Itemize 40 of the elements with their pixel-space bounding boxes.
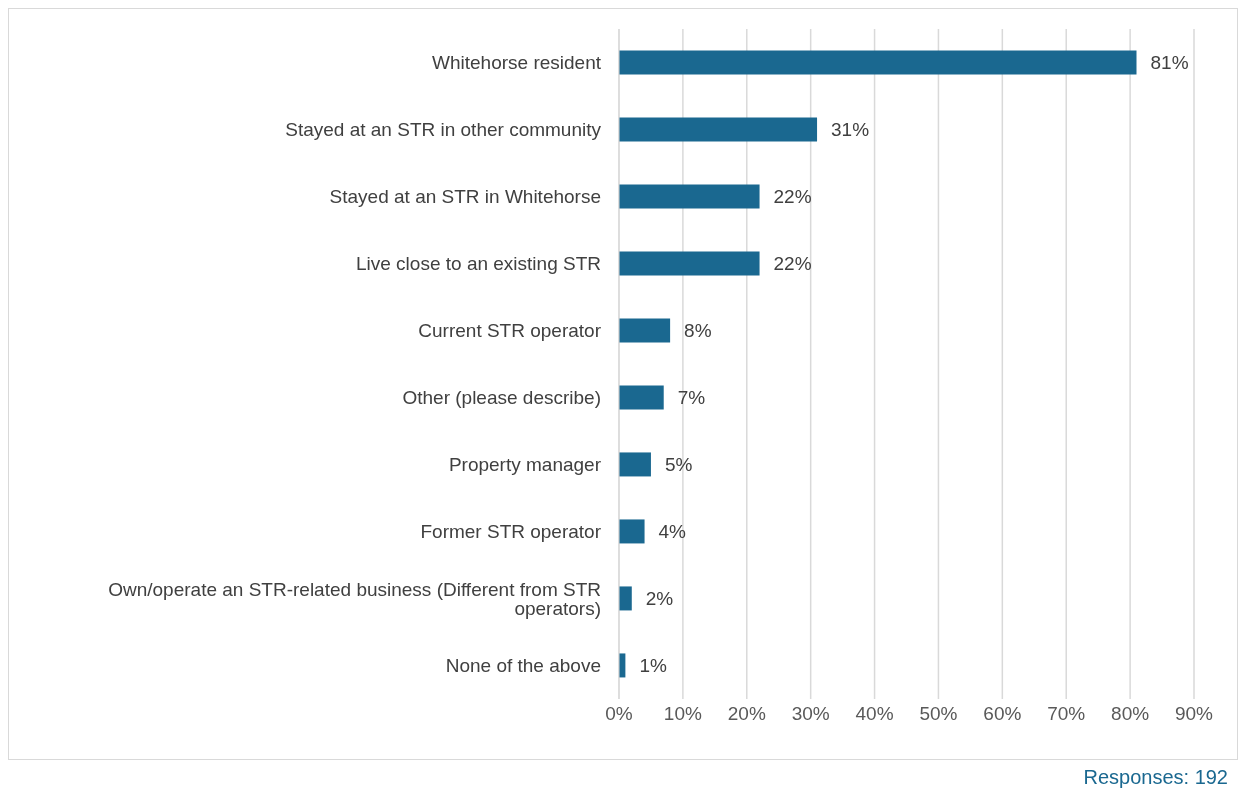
data-label: 4% (658, 521, 687, 543)
y-tick-label: Stayed at an STR in other community (285, 119, 602, 141)
data-label: 7% (677, 387, 706, 409)
y-tick-label: Current STR operator (418, 320, 602, 342)
x-tick-label: 10% (663, 703, 703, 725)
data-label: 31% (831, 119, 870, 141)
data-label: 1% (639, 655, 667, 677)
y-tick-label: Other (please describe) (402, 387, 601, 409)
x-tick-label: 50% (919, 703, 958, 725)
x-tick-label: 60% (983, 703, 1022, 725)
y-tick-label: None of the above (445, 655, 601, 677)
y-tick-label: Whitehorse resident (432, 52, 602, 74)
x-tick-label: 30% (791, 703, 830, 725)
bar (619, 452, 651, 477)
y-tick-label: Property manager (448, 454, 602, 476)
data-label: 22% (773, 253, 812, 275)
text: Responses: 192 (1082, 766, 1229, 789)
x-tick-label: 20% (727, 703, 766, 725)
bar (619, 251, 760, 276)
x-tick-label: 40% (855, 703, 894, 725)
y-tick-label: Stayed at an STR in Whitehorse (329, 186, 601, 208)
bar (619, 50, 1137, 75)
bar (619, 519, 645, 544)
bar (619, 117, 818, 142)
bar (619, 586, 632, 611)
y-tick-label: Former STR operator (420, 521, 602, 543)
y-tick-label: Live close to an existing STR (355, 253, 601, 275)
bar (619, 385, 664, 410)
x-tick-label: 90% (1174, 703, 1214, 725)
x-tick-label: 0% (605, 703, 633, 725)
bar (619, 184, 760, 209)
data-label: 5% (664, 454, 693, 476)
bar (619, 318, 671, 343)
data-label: 81% (1150, 52, 1189, 74)
data-label: 8% (684, 320, 712, 342)
y-tick-label: Own/operate an STR-related business (Different from STR operators) (108, 578, 601, 619)
x-tick-label: 70% (1047, 703, 1086, 725)
data-label: 22% (773, 186, 812, 208)
x-tick-label: 80% (1111, 703, 1150, 725)
data-label: 2% (645, 588, 674, 610)
